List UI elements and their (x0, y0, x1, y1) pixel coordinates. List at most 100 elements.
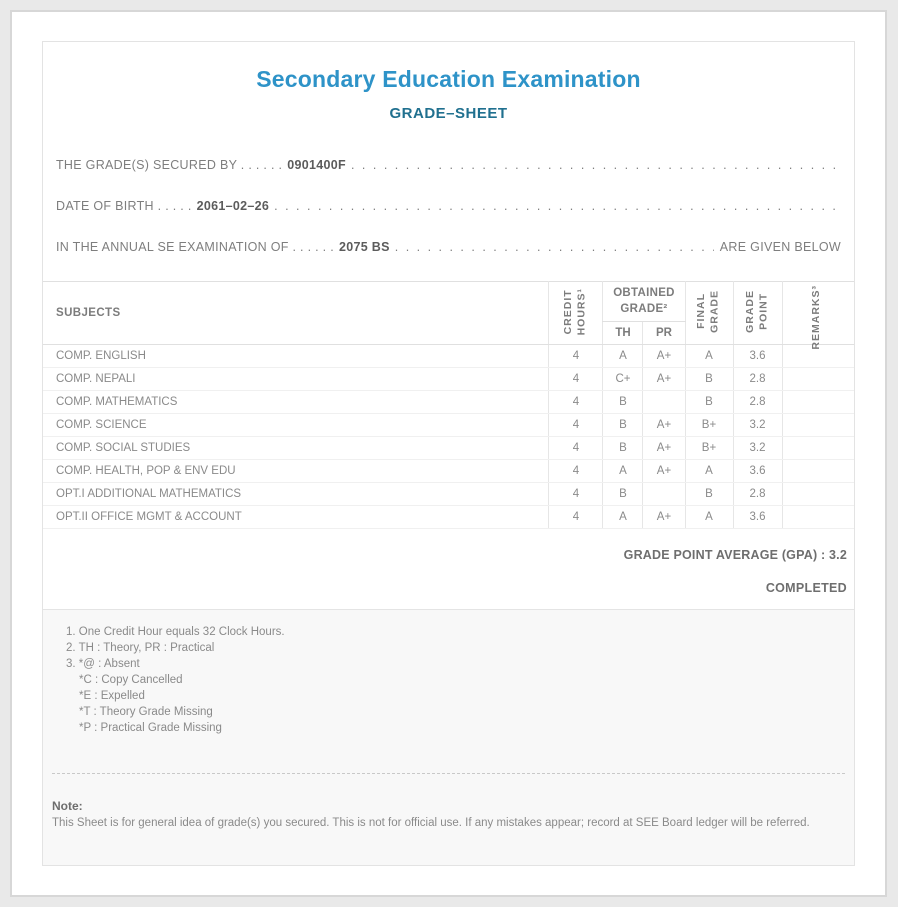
credit-cell: 4 (548, 390, 603, 414)
gpa-label: GRADE POINT AVERAGE (GPA) : (623, 548, 830, 562)
page-subtitle: GRADE–SHEET (389, 105, 508, 122)
page-title: Secondary Education Examination (256, 66, 641, 92)
final-grade-cell: A (684, 344, 733, 368)
footnote-line: *T : Theory Grade Missing (79, 706, 213, 718)
date-of-birth-value: 2061–02–26 (196, 199, 270, 213)
subject-cell: OPT.I ADDITIONAL MATHEMATICS (43, 482, 549, 506)
subject-cell: COMP. HEALTH, POP & ENV EDU (43, 459, 549, 483)
practical-grade-cell: A+ (642, 344, 685, 368)
subject-cell: COMP. NEPALI (43, 367, 549, 391)
credit-cell: 4 (548, 482, 603, 506)
col-header-credit-hours: CREDIT HOURS¹ (548, 281, 603, 345)
gpa-line: GRADE POINT AVERAGE (GPA) : 3.2 (56, 548, 847, 562)
practical-grade-cell (642, 482, 685, 506)
theory-grade-cell: C+ (602, 367, 643, 391)
theory-grade-cell: B (602, 436, 643, 460)
grade-point-cell: 2.8 (732, 390, 782, 414)
credit-cell: 4 (548, 505, 603, 529)
credit-cell: 4 (548, 367, 603, 391)
remarks-cell (781, 436, 854, 460)
theory-grade-cell: A (602, 344, 643, 368)
theory-grade-cell: B (602, 482, 643, 506)
remarks-cell (781, 505, 854, 529)
col-header-grade-point: GRADE POINT (732, 281, 782, 345)
final-grade-cell: B (684, 482, 733, 506)
grade-point-cell: 3.6 (732, 505, 782, 529)
remarks-cell (781, 482, 854, 506)
grade-point-cell: 3.6 (732, 459, 782, 483)
are-given-below-label: ARE GIVEN BELOW (719, 240, 841, 254)
info-line-secured-by: THE GRADE(S) SECURED BY . . . . . . 0901… (56, 158, 841, 172)
subject-cell: COMP. SCIENCE (43, 413, 549, 437)
grade-table: SUBJECTS CREDIT HOURS¹ OBTAINED GRADE² F… (43, 281, 854, 529)
theory-grade-cell: A (602, 459, 643, 483)
remarks-cell (781, 367, 854, 391)
grade-point-cell: 3.2 (732, 436, 782, 460)
col-header-final-grade: FINAL GRADE (684, 281, 733, 345)
dot-leader: . . . . . . . . . . . . . . . . . . . . … (394, 240, 714, 254)
footnote-line: *C : Copy Cancelled (79, 674, 183, 686)
footnote-line: 1. One Credit Hour equals 32 Clock Hours… (66, 626, 285, 638)
footnote-line: *P : Practical Grade Missing (79, 722, 222, 734)
final-grade-cell: B+ (684, 413, 733, 437)
final-grade-cell: A (684, 505, 733, 529)
practical-grade-cell: A+ (642, 459, 685, 483)
grade-point-cell: 2.8 (732, 482, 782, 506)
credit-cell: 4 (548, 413, 603, 437)
credit-cell: 4 (548, 344, 603, 368)
subject-cell: OPT.II OFFICE MGMT & ACCOUNT (43, 505, 549, 529)
subject-cell: COMP. SOCIAL STUDIES (43, 436, 549, 460)
theory-grade-cell: B (602, 413, 643, 437)
col-header-practical: PR (642, 321, 685, 345)
grade-point-cell: 3.6 (732, 344, 782, 368)
theory-grade-cell: B (602, 390, 643, 414)
date-of-birth-label: DATE OF BIRTH . . . . . (56, 199, 192, 213)
footnote-line: 2. TH : Theory, PR : Practical (66, 642, 215, 654)
sheet-card: Secondary Education Examination GRADE–SH… (10, 10, 887, 897)
footnotes-list: 1. One Credit Hour equals 32 Clock Hours… (66, 624, 845, 736)
remarks-cell (781, 390, 854, 414)
final-grade-cell: B (684, 367, 733, 391)
table-row: COMP. MATHEMATICS 4 B B 2.8 (43, 390, 854, 414)
info-line-date-of-birth: DATE OF BIRTH . . . . . 2061–02–26 . . .… (56, 199, 841, 213)
table-row: COMP. ENGLISH 4 A A+ A 3.6 (43, 344, 854, 368)
examination-year-value: 2075 BS (339, 240, 390, 254)
status-completed: COMPLETED (765, 581, 847, 595)
grade-point-cell: 2.8 (732, 367, 782, 391)
remarks-cell (781, 344, 854, 368)
final-grade-cell: B (684, 390, 733, 414)
col-header-remarks: REMARKS³ (781, 281, 854, 350)
gpa-value: 3.2 (829, 548, 847, 562)
note-divider (52, 773, 845, 774)
info-line-examination-year: IN THE ANNUAL SE EXAMINATION OF . . . . … (56, 240, 841, 254)
grade-sheet-panel: Secondary Education Examination GRADE–SH… (42, 41, 855, 866)
dot-leader: . . . . . . . . . . . . . . . . . . . . … (274, 199, 841, 213)
subject-cell: COMP. MATHEMATICS (43, 390, 549, 414)
remarks-vertical-label: REMARKS³ (810, 285, 823, 350)
note-heading: Note: (52, 799, 83, 813)
practical-grade-cell: A+ (642, 413, 685, 437)
note-body: This Sheet is for general idea of grade(… (52, 817, 810, 829)
examination-year-label: IN THE ANNUAL SE EXAMINATION OF . . . . … (56, 240, 334, 254)
grade-point-vertical-label: GRADE POINT (743, 290, 770, 333)
footnote-line: *E : Expelled (79, 690, 145, 702)
credit-cell: 4 (548, 436, 603, 460)
theory-grade-cell: A (602, 505, 643, 529)
table-row: OPT.II OFFICE MGMT & ACCOUNT 4 A A+ A 3.… (43, 505, 854, 529)
subject-cell: COMP. ENGLISH (43, 344, 549, 368)
note-block: Note: This Sheet is for general idea of … (52, 798, 845, 831)
practical-grade-cell (642, 390, 685, 414)
info-lines: THE GRADE(S) SECURED BY . . . . . . 0901… (56, 158, 841, 281)
table-row: COMP. NEPALI 4 C+ A+ B 2.8 (43, 367, 854, 391)
col-header-theory: TH (602, 321, 643, 345)
grade-point-cell: 3.2 (732, 413, 782, 437)
practical-grade-cell: A+ (642, 505, 685, 529)
col-header-subjects: SUBJECTS (43, 281, 549, 345)
remarks-cell (781, 413, 854, 437)
credit-hours-vertical-label: CREDIT HOURS¹ (562, 287, 588, 336)
remarks-cell (781, 459, 854, 483)
footnote-line: 3. *@ : Absent (66, 658, 140, 670)
table-row: OPT.I ADDITIONAL MATHEMATICS 4 B B 2.8 (43, 482, 854, 506)
credit-cell: 4 (548, 459, 603, 483)
final-grade-vertical-label: FINAL GRADE (695, 290, 721, 333)
